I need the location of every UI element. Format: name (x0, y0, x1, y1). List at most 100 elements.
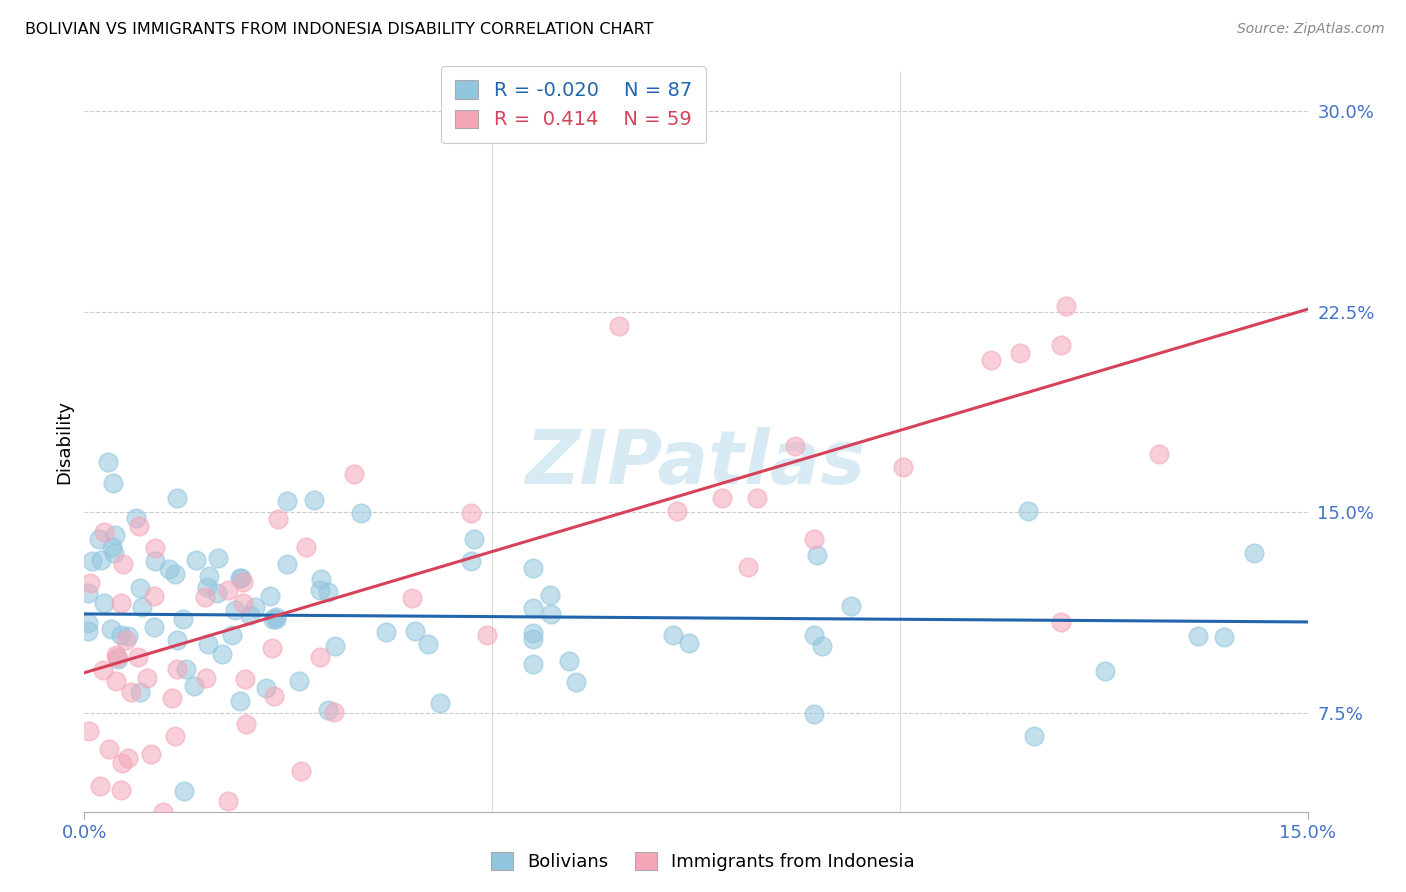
Point (143, 541, 166, 556)
Point (104, 528, 127, 542)
Point (165, 729, 187, 743)
Point (295, 540, 318, 554)
Point (89, 779, 111, 793)
Point (117, 751, 139, 765)
Point (97, 455, 120, 469)
Point (110, 628, 132, 642)
Point (211, 647, 233, 661)
Point (309, 650, 332, 665)
Point (1049, 615, 1071, 629)
Point (522, 632, 544, 647)
Point (243, 599, 266, 614)
Point (194, 671, 217, 685)
Point (1008, 345, 1031, 359)
Point (475, 628, 498, 642)
Point (82, 554, 104, 568)
Point (662, 627, 685, 641)
Point (710, 491, 733, 505)
Point (463, 532, 485, 546)
Point (198, 568, 221, 582)
Point (565, 675, 588, 690)
Point (207, 585, 229, 599)
Point (163, 567, 186, 582)
Point (217, 582, 239, 597)
Point (316, 703, 339, 717)
Point (309, 572, 332, 586)
Point (105, 674, 128, 689)
Y-axis label: Disability: Disability (55, 400, 73, 483)
Point (1147, 447, 1170, 461)
Point (142, 620, 165, 634)
Point (105, 648, 128, 662)
Point (1213, 631, 1236, 645)
Point (145, 554, 167, 568)
Point (100, 622, 122, 636)
Point (404, 624, 426, 639)
Point (110, 596, 132, 610)
Point (607, 318, 630, 333)
Point (105, 649, 128, 664)
Point (117, 629, 139, 643)
Point (891, 460, 914, 475)
Point (429, 696, 451, 710)
Point (803, 707, 825, 722)
Point (162, 691, 184, 706)
Point (128, 519, 150, 533)
Point (343, 467, 366, 482)
Point (194, 591, 217, 605)
Point (266, 610, 288, 624)
Point (538, 588, 561, 602)
Point (221, 627, 243, 641)
Point (316, 585, 339, 599)
Point (173, 784, 195, 798)
Point (233, 672, 256, 686)
Point (77, 615, 100, 630)
Point (540, 607, 562, 621)
Point (129, 581, 152, 595)
Point (558, 654, 581, 668)
Point (232, 597, 254, 611)
Point (101, 541, 124, 555)
Point (207, 551, 229, 566)
Point (232, 574, 254, 589)
Point (174, 662, 197, 676)
Point (110, 782, 132, 797)
Point (93, 596, 115, 610)
Point (262, 612, 284, 626)
Point (229, 571, 252, 585)
Point (254, 681, 277, 695)
Point (259, 590, 281, 604)
Point (1050, 338, 1073, 352)
Point (120, 684, 142, 698)
Point (224, 602, 246, 616)
Point (229, 694, 252, 708)
Point (101, 475, 124, 490)
Point (77, 585, 100, 599)
Point (166, 491, 188, 506)
Point (107, 652, 129, 666)
Point (416, 637, 439, 651)
Legend: R = -0.020    N = 87, R =  0.414    N = 59: R = -0.020 N = 87, R = 0.414 N = 59 (441, 66, 706, 143)
Point (79, 724, 101, 739)
Point (323, 639, 346, 653)
Point (678, 636, 700, 650)
Point (1187, 629, 1209, 643)
Point (1017, 504, 1039, 518)
Point (460, 506, 482, 520)
Point (79, 576, 101, 591)
Point (350, 506, 373, 520)
Point (77, 624, 100, 638)
Point (522, 657, 544, 671)
Legend: Bolivians, Immigrants from Indonesia: Bolivians, Immigrants from Indonesia (484, 846, 922, 879)
Text: ZIPatlas: ZIPatlas (526, 427, 866, 500)
Point (166, 662, 188, 676)
Point (1094, 664, 1116, 678)
Point (97, 742, 120, 756)
Point (197, 637, 219, 651)
Point (139, 747, 162, 761)
Text: BOLIVIAN VS IMMIGRANTS FROM INDONESIA DISABILITY CORRELATION CHART: BOLIVIAN VS IMMIGRANTS FROM INDONESIA DI… (25, 22, 654, 37)
Point (290, 764, 312, 779)
Point (1054, 299, 1077, 313)
Point (803, 627, 825, 641)
Text: Source: ZipAtlas.com: Source: ZipAtlas.com (1237, 22, 1385, 37)
